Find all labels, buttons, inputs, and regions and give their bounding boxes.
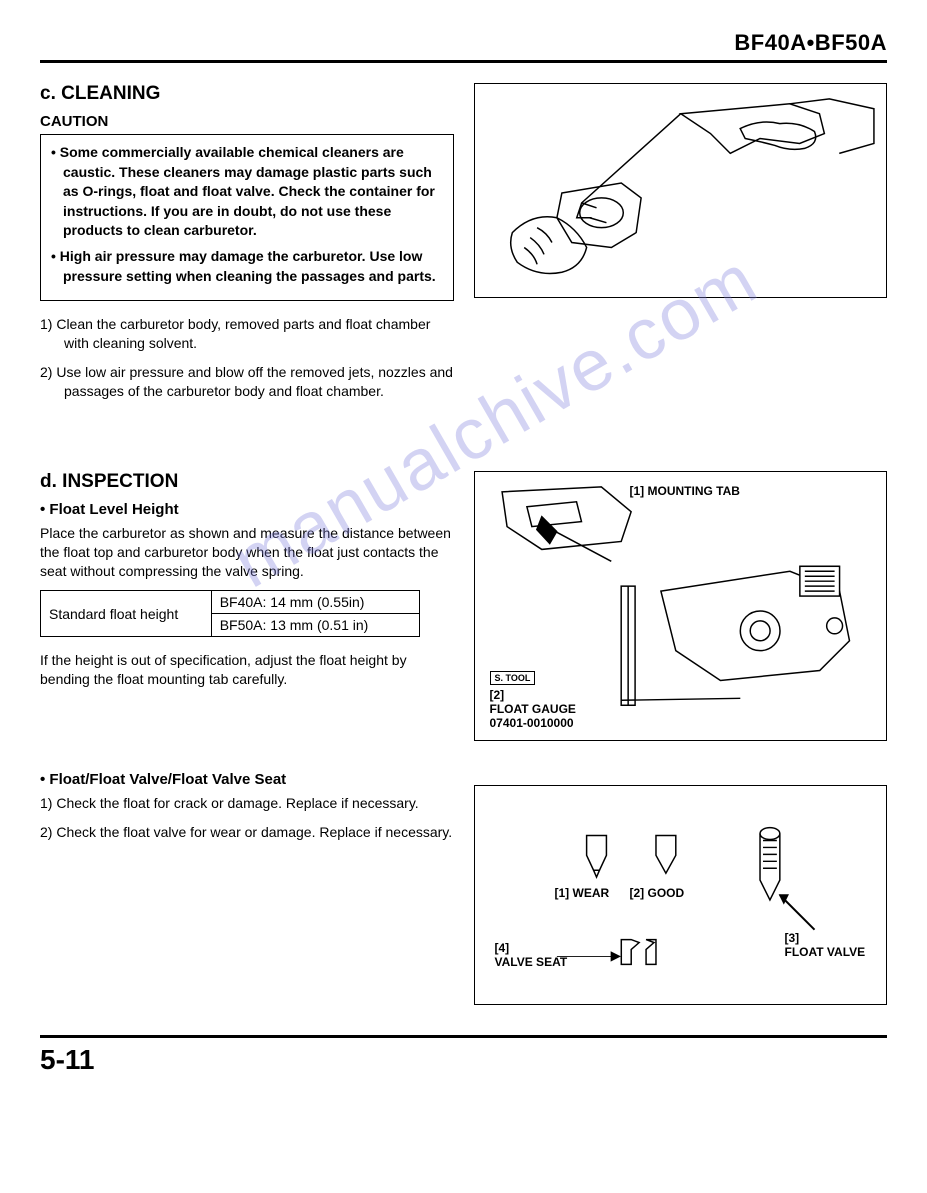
step-item: 2) Use low air pressure and blow off the…: [40, 363, 454, 401]
float-gauge-illustration: [475, 472, 887, 740]
figure-float-gauge: [1] MOUNTING TAB S. TOOL [2] FLOAT GAUGE…: [474, 471, 888, 741]
section-d-title: d. INSPECTION: [40, 471, 454, 493]
spec-table: Standard float height BF40A: 14 mm (0.55…: [40, 590, 420, 637]
float-valve-steps: 1) Check the float for crack or damage. …: [40, 794, 454, 842]
header-bar: BF40A•BF50A: [40, 30, 887, 63]
fig2-label2: FLOAT GAUGE: [490, 702, 576, 716]
page-number: 5-11: [40, 1044, 887, 1076]
section-c-title: c. CLEANING: [40, 83, 454, 105]
caution-label: CAUTION: [40, 113, 454, 130]
cleaning-steps: 1) Clean the carburetor body, removed pa…: [40, 315, 454, 401]
fig2-label1: [1] MOUNTING TAB: [630, 484, 740, 498]
stool-badge: S. TOOL: [490, 671, 536, 685]
section-d-float-level: d. INSPECTION • Float Level Height Place…: [40, 471, 887, 741]
fig3-wear: [1] WEAR: [555, 886, 610, 900]
step-item: 2) Check the float valve for wear or dam…: [40, 823, 454, 842]
float-valve-title: • Float/Float Valve/Float Valve Seat: [40, 771, 454, 788]
section-c: c. CLEANING CAUTION Some commercially av…: [40, 83, 887, 411]
header-model: BF40A•BF50A: [40, 30, 887, 56]
fig2-label2-n: [2]: [490, 688, 505, 702]
cleaning-illustration: [475, 84, 887, 297]
section-d-float-valve: • Float/Float Valve/Float Valve Seat 1) …: [40, 771, 887, 1005]
spec-bf40a: BF40A: 14 mm (0.55in): [211, 591, 420, 614]
float-level-text2: If the height is out of specification, a…: [40, 651, 454, 689]
figure-cleaning: [474, 83, 888, 298]
float-level-title: • Float Level Height: [40, 501, 454, 518]
step-item: 1) Check the float for crack or damage. …: [40, 794, 454, 813]
float-level-text: Place the carburetor as shown and measur…: [40, 524, 454, 581]
caution-item: High air pressure may damage the carbure…: [51, 247, 443, 286]
spec-label: Standard float height: [41, 591, 212, 637]
fig3-vs-n: [4]: [495, 941, 510, 955]
footer-bar: 5-11: [40, 1035, 887, 1076]
fig2-label2-pn: 07401-0010000: [490, 716, 574, 730]
caution-box: Some commercially available chemical cle…: [40, 134, 454, 301]
fig3-vs: VALVE SEAT: [495, 955, 568, 969]
step-item: 1) Clean the carburetor body, removed pa…: [40, 315, 454, 353]
fig3-fv: FLOAT VALVE: [785, 945, 866, 959]
fig3-fv-n: [3]: [785, 931, 800, 945]
figure-valve-inspection: [1] WEAR [2] GOOD [3] FLOAT VALVE [4] VA…: [474, 785, 888, 1005]
spec-bf50a: BF50A: 13 mm (0.51 in): [211, 614, 420, 637]
fig3-good: [2] GOOD: [630, 886, 685, 900]
caution-item: Some commercially available chemical cle…: [51, 143, 443, 241]
